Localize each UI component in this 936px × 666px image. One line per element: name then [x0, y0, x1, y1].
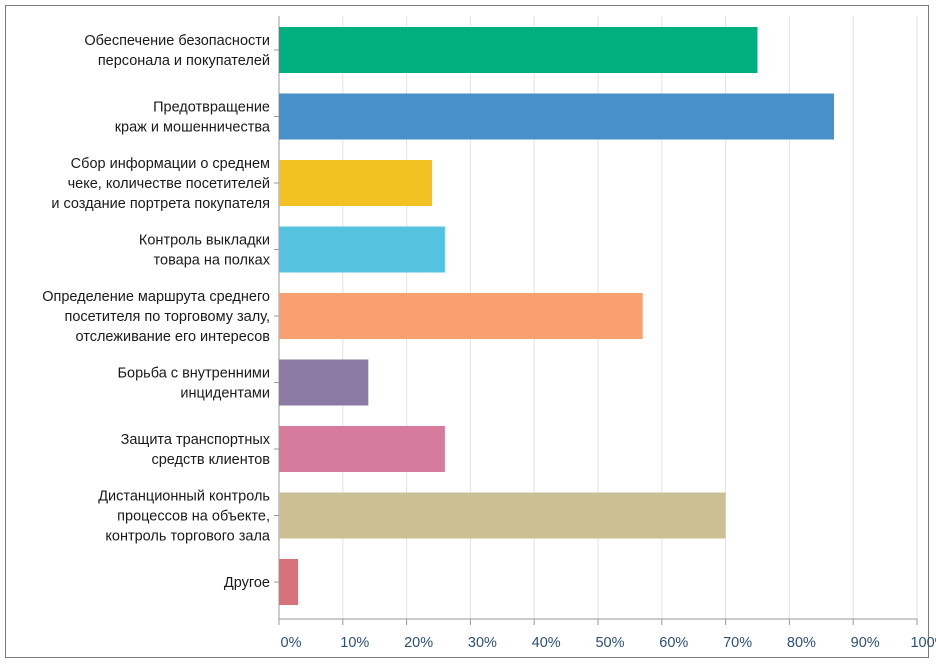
category-label: Контроль выкладки [139, 233, 270, 249]
bar [279, 226, 445, 273]
category-label: персонала и покупателей [98, 53, 270, 69]
category-label: Определение маршрута среднего [42, 289, 270, 305]
bar [279, 426, 445, 472]
category-label: Защита транспортных [121, 432, 271, 448]
category-label: контроль торгового зала [105, 529, 271, 545]
x-tick-label: 0% [281, 635, 302, 651]
category-label: посетителя по торговому залу, [65, 309, 271, 325]
category-label: инцидентами [180, 386, 270, 402]
category-label: Предотвращение [153, 100, 270, 116]
category-label: товара на полках [154, 253, 271, 269]
x-tick-label: 90% [851, 635, 880, 651]
x-tick-label: 30% [468, 635, 497, 651]
category-label: процессов на объекте, [117, 509, 270, 525]
x-tick-label: 80% [787, 635, 816, 651]
bar [279, 27, 758, 73]
category-label: чеке, количестве посетителей [68, 176, 270, 192]
category-label: краж и мошенничества [115, 120, 271, 136]
category-label: Сбор информации о среднем [71, 156, 270, 172]
bar [279, 492, 726, 539]
category-label: Дистанционный контроль [98, 489, 270, 505]
category-label: Борьба с внутренними [118, 366, 270, 382]
x-tick-label: 20% [404, 635, 433, 651]
x-tick-label: 40% [532, 635, 561, 651]
x-tick-label: 50% [595, 635, 624, 651]
x-tick-label: 100% [910, 635, 936, 651]
category-label: средств клиентов [151, 452, 270, 468]
bar [279, 293, 643, 339]
x-tick-label: 60% [659, 635, 688, 651]
bar [279, 559, 299, 605]
x-tick-label: 70% [723, 635, 752, 651]
category-label: Обеспечение безопасности [84, 33, 270, 49]
bar [279, 359, 369, 406]
bar [279, 160, 433, 206]
category-label: отслеживание его интересов [75, 329, 270, 345]
category-label: Другое [224, 575, 270, 591]
bar [279, 93, 835, 140]
x-tick-label: 10% [340, 635, 369, 651]
category-label: и создание портрета покупателя [51, 196, 270, 212]
